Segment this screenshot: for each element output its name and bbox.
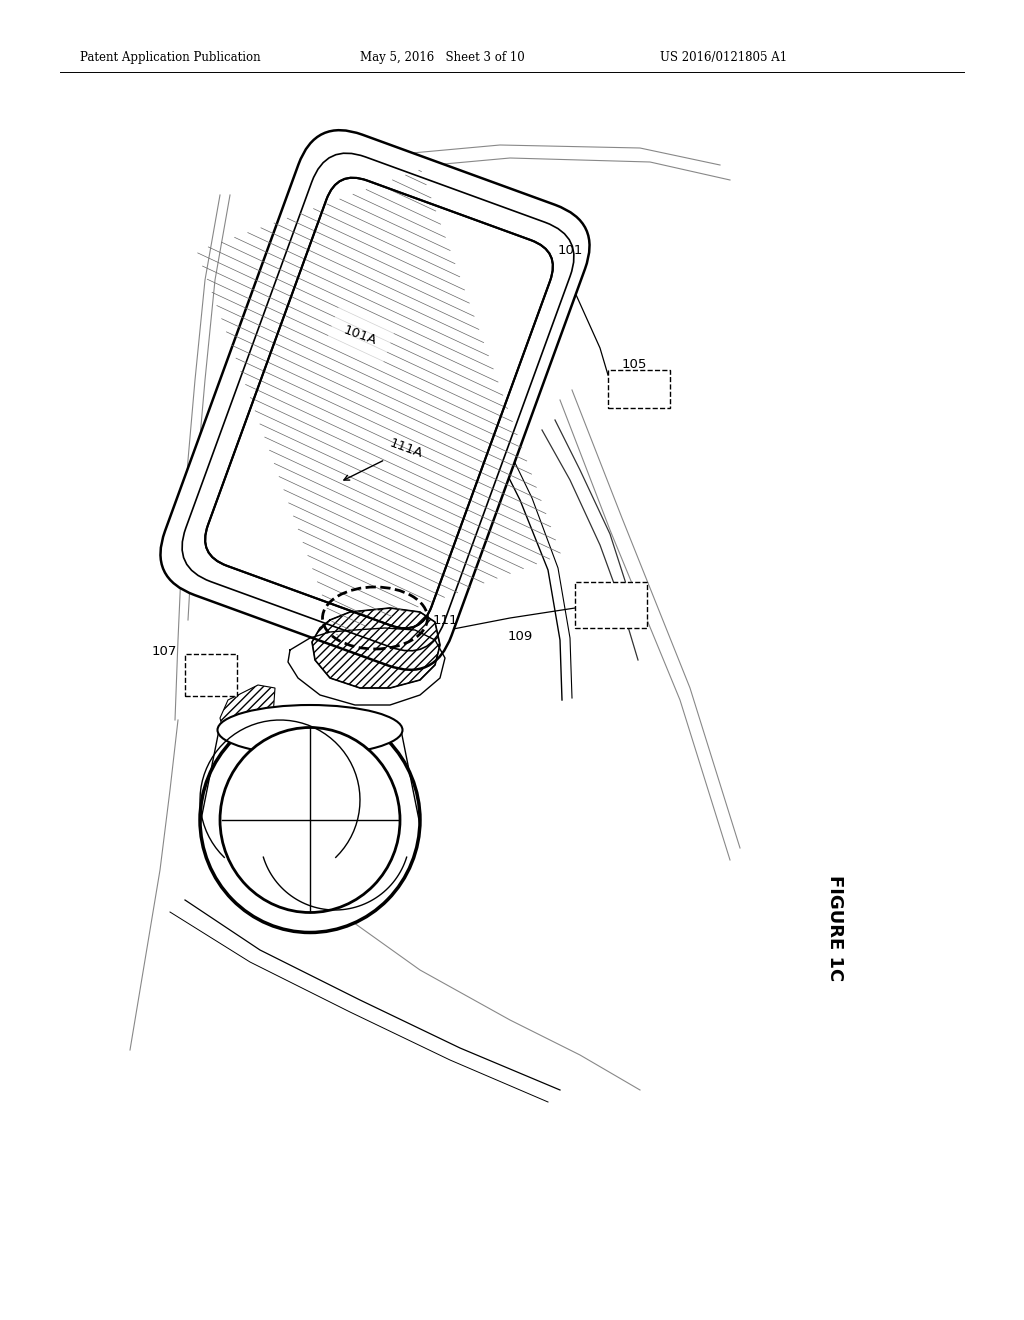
Text: 105: 105 xyxy=(622,358,647,371)
Text: 101: 101 xyxy=(558,244,584,257)
Text: 107: 107 xyxy=(152,645,177,657)
Text: 101A: 101A xyxy=(342,323,379,348)
Ellipse shape xyxy=(217,705,402,755)
FancyBboxPatch shape xyxy=(575,582,647,628)
Text: US 2016/0121805 A1: US 2016/0121805 A1 xyxy=(660,51,787,65)
FancyBboxPatch shape xyxy=(161,131,590,669)
Ellipse shape xyxy=(220,727,400,912)
Text: 109: 109 xyxy=(508,630,534,643)
FancyBboxPatch shape xyxy=(185,653,237,696)
Text: 111A: 111A xyxy=(344,437,425,480)
Ellipse shape xyxy=(200,708,420,932)
Text: Patent Application Publication: Patent Application Publication xyxy=(80,51,261,65)
Text: FIGURE 1C: FIGURE 1C xyxy=(826,875,844,981)
FancyBboxPatch shape xyxy=(608,370,670,408)
Text: 111: 111 xyxy=(433,614,459,627)
Text: May 5, 2016   Sheet 3 of 10: May 5, 2016 Sheet 3 of 10 xyxy=(360,51,524,65)
